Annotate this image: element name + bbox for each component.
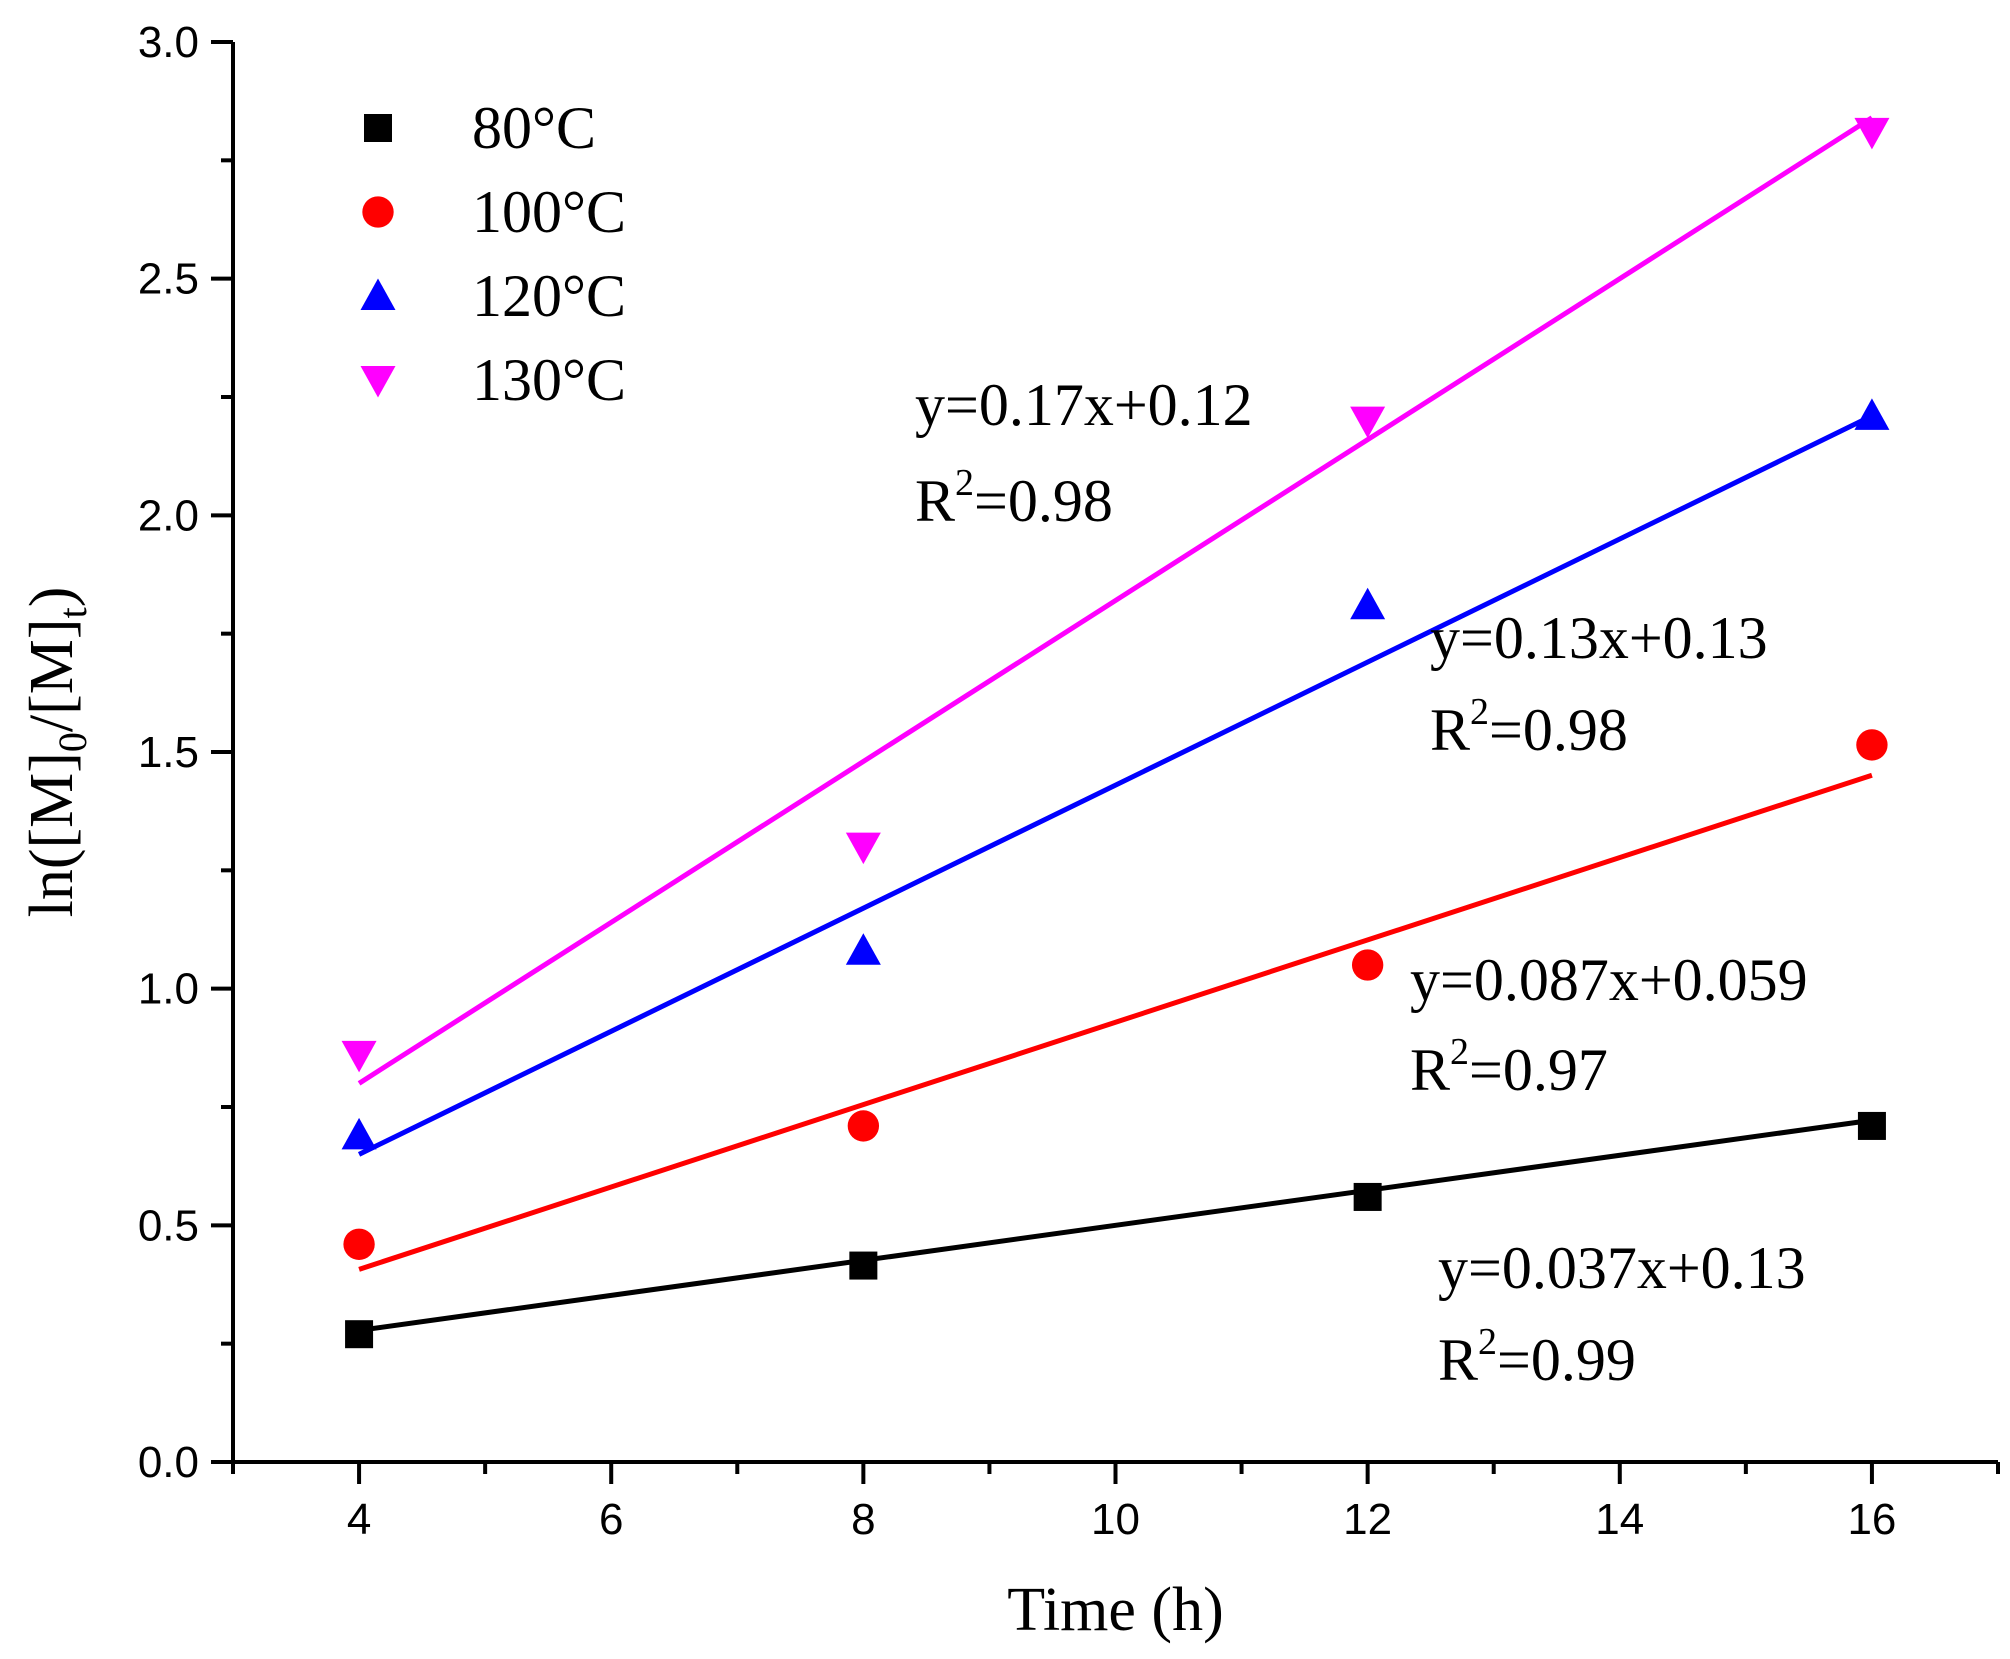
legend-marker-0	[364, 114, 392, 142]
legend-marker-2	[360, 278, 396, 310]
x-tick-label: 10	[1091, 1495, 1140, 1544]
x-tick-label: 8	[851, 1495, 875, 1544]
legend-label-3: 130°C	[472, 347, 626, 413]
data-point-s1-p2	[1351, 949, 1384, 981]
data-point-s2-p3	[1854, 398, 1890, 430]
x-axis-title: Time (h)	[1007, 1576, 1223, 1644]
fit-r2-2: R2=0.98	[1430, 691, 1628, 763]
data-point-s3-p3	[1854, 117, 1890, 150]
data-point-s3-p1	[845, 832, 881, 865]
fit-line-3	[357, 115, 1874, 1086]
data-point-s3-p2	[1350, 406, 1386, 439]
x-tick-label: 4	[347, 1495, 371, 1544]
x-tick-label: 14	[1595, 1495, 1644, 1544]
data-point-s3-p0	[341, 1040, 377, 1073]
fit-line-0	[358, 1117, 1873, 1333]
fit-equation-2: y=0.13x+0.13	[1430, 605, 1768, 671]
legend-label-1: 100°C	[472, 179, 626, 245]
y-tick-label: 1.0	[138, 965, 199, 1014]
fit-line-2	[357, 413, 1874, 1157]
legend-marker-3	[360, 366, 396, 398]
data-point-s1-p0	[343, 1228, 375, 1260]
fit-r2-1: R2=0.97	[1410, 1031, 1608, 1103]
legend-label-2: 120°C	[472, 263, 626, 329]
data-point-s1-p3	[1856, 729, 1888, 761]
fit-r2-0: R2=0.99	[1438, 1321, 1636, 1393]
x-tick-label: 12	[1343, 1495, 1392, 1544]
y-tick-label: 3.0	[138, 18, 199, 67]
legend-marker-1	[362, 196, 394, 228]
data-point-s1-p1	[847, 1110, 880, 1142]
fit-r2-3: R2=0.98	[915, 462, 1113, 534]
data-point-s0-p0	[345, 1320, 374, 1349]
y-tick-label: 1.5	[138, 728, 199, 777]
y-tick-label: 0.5	[138, 1201, 199, 1250]
legend-label-0: 80°C	[472, 95, 596, 161]
data-point-s2-p0	[341, 1117, 377, 1150]
data-point-s0-p3	[1857, 1111, 1886, 1140]
data-point-s0-p1	[849, 1251, 878, 1280]
fit-line-1	[358, 772, 1873, 1272]
y-tick-label: 2.5	[138, 255, 199, 304]
data-point-s2-p2	[1350, 587, 1386, 620]
data-point-s0-p2	[1353, 1182, 1382, 1211]
y-tick-label: 2.0	[138, 491, 199, 540]
fit-equation-0: y=0.037x+0.13	[1438, 1235, 1806, 1301]
x-tick-label: 6	[599, 1495, 623, 1544]
fit-equation-3: y=0.17x+0.12	[915, 372, 1253, 438]
data-point-s2-p1	[845, 933, 881, 965]
fit-equation-1: y=0.087x+0.059	[1410, 947, 1808, 1013]
y-axis-title: ln([M]0/[M]t)	[18, 587, 95, 918]
y-tick-label: 0.0	[138, 1438, 199, 1487]
x-tick-label: 16	[1847, 1495, 1896, 1544]
